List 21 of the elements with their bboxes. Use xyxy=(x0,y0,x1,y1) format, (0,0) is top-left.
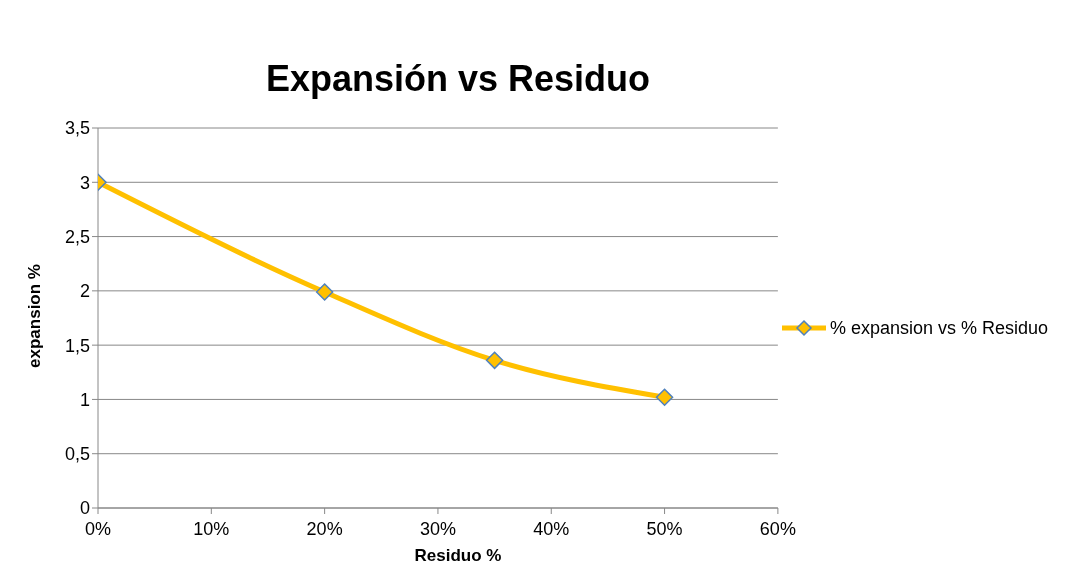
y-tick-label: 3,5 xyxy=(64,118,90,139)
point xyxy=(485,351,504,370)
x-tick-label: 20% xyxy=(306,518,343,539)
y-tick-label: 2 xyxy=(79,281,90,302)
x-tick-label: 60% xyxy=(759,518,796,539)
x-tick-label: 10% xyxy=(193,518,230,539)
x-tick-label: 50% xyxy=(646,518,683,539)
x-axis-title: Residuo % xyxy=(413,546,503,566)
y-tick-label: 1 xyxy=(79,389,90,410)
y-tick-label: 3 xyxy=(79,172,90,193)
chart-title: Expansión vs Residuo xyxy=(264,58,652,100)
x-tick-label: 40% xyxy=(533,518,570,539)
legend-label: % expansion vs % Residuo xyxy=(829,317,1048,339)
x-tick-label: 30% xyxy=(419,518,456,539)
y-tick-label: 0,5 xyxy=(64,444,90,465)
point xyxy=(655,388,674,407)
y-tick-label: 2,5 xyxy=(64,226,90,247)
y-tick-label: 0 xyxy=(79,498,90,519)
y-axis-title: expansion % xyxy=(25,263,45,368)
y-tick-label: 1,5 xyxy=(64,335,90,356)
x-tick-label: 0% xyxy=(84,518,112,539)
